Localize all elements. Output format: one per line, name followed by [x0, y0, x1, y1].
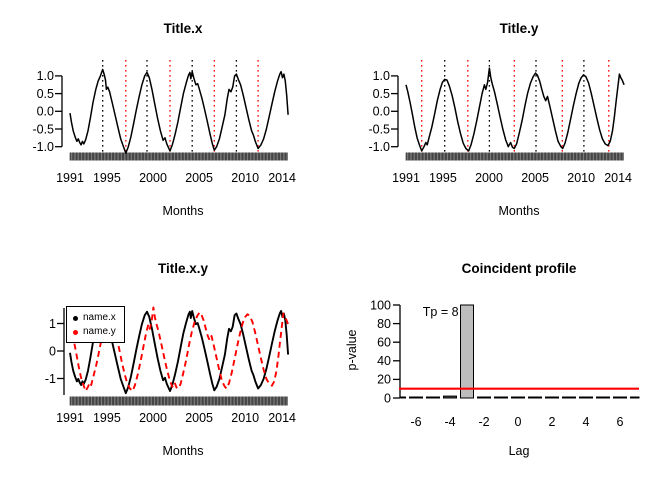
bar-lag--7 [400, 396, 406, 399]
x-tick-label: 2005 [185, 411, 213, 425]
x-tick-label: 2014 [268, 411, 296, 425]
title-x-chart: 1.0 0.5 0.0 -0.5 -1.0 1991 1995 2000 2005 2010 201… [32, 60, 296, 185]
coincident-profile-heading: Coincident profile [461, 261, 577, 276]
panel-title-x: 1.0 0.5 0.0 -0.5 -1.0 1991 1995 2000 2005 2010 201… [0, 0, 336, 240]
y-tick-label: -1.0 [368, 140, 390, 154]
y-axis: 1.0 0.5 0.0 -0.5 -1.0 [32, 69, 63, 154]
p-value-axis-label: p-value [345, 329, 359, 371]
title-x-y-heading: Title.x.y [157, 261, 209, 276]
legend-box: name.x name.y [66, 306, 125, 343]
y-tick-label: 60 [377, 336, 391, 350]
name-y-marker-icon [73, 329, 78, 335]
x-tick-label: 2010 [231, 411, 259, 425]
x-tick-label: 2014 [268, 171, 296, 185]
x-tick-label: 0 [515, 415, 522, 429]
y-tick-label: 0 [384, 391, 391, 405]
x-tick-label: 2010 [567, 171, 595, 185]
y-tick-label: 1.0 [373, 69, 390, 83]
x-tick-label: 1995 [93, 171, 121, 185]
y-tick-label: 1 [49, 317, 56, 331]
y-tick-label: -1 [45, 372, 56, 386]
name-x-marker-icon [73, 315, 78, 321]
x-tick-label: 6 [617, 415, 624, 429]
bar-lag--4 [443, 395, 457, 399]
x-axis-tick-labels: 1991 1995 2000 2005 2010 2014 [56, 171, 296, 185]
x-tick-label: 2 [549, 415, 556, 429]
bar-lag-5 [596, 396, 610, 399]
y-tick-label: -0.5 [32, 122, 54, 136]
bar-lag--2 [477, 396, 491, 399]
x-tick-label: -2 [478, 415, 489, 429]
month-rug [69, 152, 288, 161]
y-tick-label: -0.5 [368, 122, 390, 136]
panel-coincident-profile: 0 20 40 60 80 100 -6 -4 -2 0 2 4 6 Tp = 8 Coincident … [336, 240, 672, 480]
y-tick-label: 40 [377, 354, 391, 368]
x-tick-label: 4 [583, 415, 590, 429]
bar-lag-0 [511, 396, 525, 399]
bar-lag--1 [494, 396, 508, 399]
y-tick-label: 0.5 [37, 87, 54, 101]
bar-lag-7 [630, 396, 640, 399]
title-x-heading: Title.x [163, 21, 203, 36]
month-rug [405, 152, 624, 161]
y-tick-label: 0 [49, 344, 56, 358]
y-tick-label: 80 [377, 317, 391, 331]
x-tick-label: 1995 [93, 411, 121, 425]
y-tick-label: -1.0 [32, 140, 54, 154]
coincident-profile-chart: 0 20 40 60 80 100 -6 -4 -2 0 2 4 6 Tp = 8 [370, 298, 640, 429]
x-tick-label: -6 [410, 415, 421, 429]
lag-bars [400, 304, 640, 399]
bar-lag-3 [562, 396, 576, 399]
title-x-xaxis-label: Months [162, 204, 204, 218]
y-tick-label: 0.0 [373, 105, 390, 119]
x-tick-label: 1991 [56, 171, 84, 185]
y-axis: 0 20 40 60 80 100 [370, 298, 401, 405]
x-tick-label: 2000 [475, 171, 503, 185]
bar-lag-4 [579, 396, 593, 399]
title-x-y-xaxis-label: Months [162, 444, 204, 458]
y-axis: 1.0 0.5 0.0 -0.5 -1.0 [368, 69, 399, 154]
panel-title-x-y: 1 0 -1 1991 1995 2000 2005 2010 2014 Title.x.y n… [0, 240, 336, 480]
series-x [69, 68, 289, 154]
x-axis-tick-labels: -6 -4 -2 0 2 4 6 [410, 415, 623, 429]
y-tick-label: 20 [377, 373, 391, 387]
x-tick-label: 2000 [139, 411, 167, 425]
legend-label-name-y: name.y [83, 326, 116, 337]
turning-point-lines [421, 60, 610, 152]
x-tick-label: 2000 [139, 171, 167, 185]
bar-lag--5 [426, 396, 440, 399]
bar-lag--3 [460, 304, 474, 399]
bar-lag-6 [613, 396, 627, 399]
y-tick-label: 100 [370, 298, 391, 312]
x-tick-label: 1995 [429, 171, 457, 185]
lag-axis-label: Lag [508, 444, 530, 458]
x-tick-label: 1991 [56, 411, 84, 425]
title-y-chart: 1.0 0.5 0.0 -0.5 -1.0 1991 1995 2000 2005 2010 201… [368, 60, 632, 185]
tp-annotation: Tp = 8 [423, 305, 459, 319]
panel-title-y: 1.0 0.5 0.0 -0.5 -1.0 1991 1995 2000 2005 2010 201… [336, 0, 672, 240]
legend-label-name-x: name.x [83, 312, 116, 323]
x-tick-label: -4 [444, 415, 455, 429]
legend-entry-name-x: name.x [73, 311, 124, 325]
x-tick-label: 1991 [392, 171, 420, 185]
y-tick-label: 0.0 [37, 105, 54, 119]
x-axis-tick-labels: 1991 1995 2000 2005 2010 2014 [392, 171, 632, 185]
x-tick-label: 2014 [604, 171, 632, 185]
x-axis-tick-labels: 1991 1995 2000 2005 2010 2014 [56, 411, 296, 425]
x-tick-label: 2005 [185, 171, 213, 185]
y-tick-label: 1.0 [37, 69, 54, 83]
bar-lag-2 [545, 396, 559, 399]
title-y-heading: Title.y [499, 21, 539, 36]
title-y-xaxis-label: Months [498, 204, 540, 218]
x-tick-label: 2010 [231, 171, 259, 185]
x-tick-label: 2005 [521, 171, 549, 185]
bar-lag--6 [409, 396, 423, 399]
month-rug [69, 396, 288, 406]
y-tick-label: 0.5 [373, 87, 390, 101]
y-axis: 1 0 -1 [45, 308, 65, 395]
bar-lag-1 [528, 396, 542, 399]
series-y [405, 67, 625, 152]
legend-entry-name-y: name.y [73, 325, 124, 339]
